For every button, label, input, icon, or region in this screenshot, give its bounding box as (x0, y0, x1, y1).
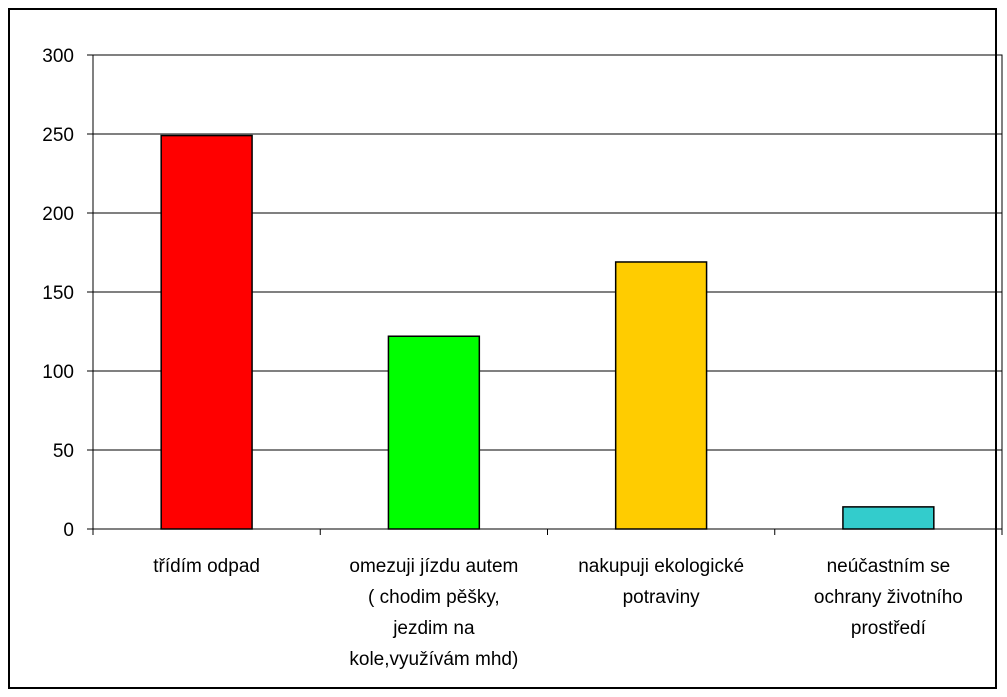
bar (160, 134, 253, 530)
x-category-label: omezuji jízdu autem( chodim pěšky, jezdim… (349, 556, 518, 670)
y-tick-label: 200 (42, 204, 74, 225)
y-tick-label: 100 (42, 362, 74, 383)
x-category-label: třídím odpad (153, 556, 260, 577)
axes (87, 54, 1003, 535)
bar (387, 335, 481, 530)
bar (842, 506, 935, 530)
bar (614, 261, 708, 530)
y-tick-label: 300 (42, 46, 74, 67)
y-tick-label: 250 (42, 125, 74, 146)
bars (160, 134, 935, 530)
y-tick-labels: 0 50 100 150 200 250 300 (42, 46, 74, 541)
x-category-label: neúčastním se ochrany životního prostředí (814, 556, 963, 639)
x-category-labels: třídím odpad omezuji jízdu autem( chodim … (153, 556, 963, 670)
y-tick-label: 50 (53, 441, 74, 462)
y-tick-label: 0 (63, 520, 74, 541)
x-category-label: nakupuji ekologické potraviny (578, 556, 744, 608)
y-tick-label: 150 (42, 283, 74, 304)
